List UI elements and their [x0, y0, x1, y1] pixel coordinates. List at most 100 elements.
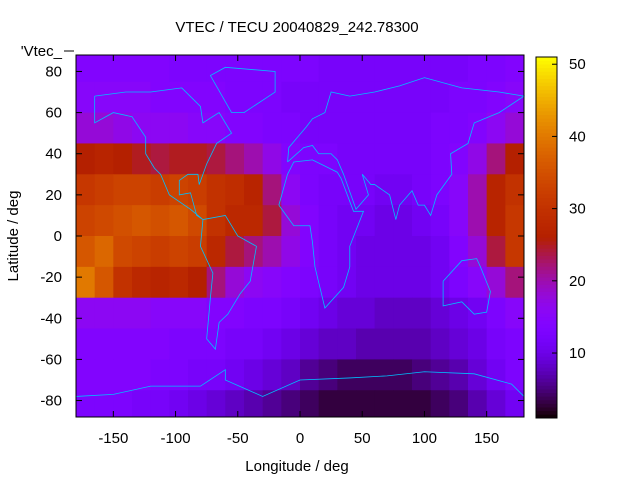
- heatmap-cell: [113, 297, 133, 330]
- x-tick-label: -50: [227, 430, 249, 447]
- heatmap-cell: [244, 143, 264, 175]
- heatmap-cell: [262, 55, 282, 83]
- heatmap-cell: [206, 205, 226, 237]
- heatmap-cell: [169, 297, 189, 330]
- colorbar-segment: [536, 280, 557, 285]
- heatmap-cell: [393, 112, 413, 144]
- heatmap-cell: [150, 266, 170, 299]
- heatmap-cell: [150, 55, 170, 83]
- heatmap-cell: [356, 297, 376, 330]
- colorbar-segment: [536, 219, 557, 224]
- colorbar-segment: [536, 284, 557, 289]
- heatmap-cell: [374, 174, 394, 206]
- heatmap-cell: [281, 328, 301, 360]
- heatmap-cell: [262, 390, 282, 418]
- heatmap-cell: [169, 112, 189, 144]
- colorbar-segment: [536, 302, 557, 307]
- heatmap-cell: [225, 297, 245, 330]
- heatmap-cell: [244, 390, 264, 418]
- heatmap-cell: [132, 236, 152, 268]
- heatmap-cell: [337, 205, 357, 237]
- heatmap-cell: [94, 205, 114, 237]
- heatmap-cell: [150, 236, 170, 268]
- heatmap-cell: [374, 266, 394, 299]
- heatmap-cell: [318, 205, 338, 237]
- heatmap-cell: [318, 81, 338, 114]
- heatmap-cell: [468, 143, 488, 175]
- heatmap-cell: [356, 81, 376, 114]
- colorbar-segment: [536, 248, 557, 253]
- heatmap-cell: [150, 205, 170, 237]
- heatmap-cell: [132, 81, 152, 114]
- heatmap-cell: [225, 236, 245, 268]
- heatmap-cell: [356, 55, 376, 83]
- heatmap-cell: [337, 328, 357, 360]
- heatmap-cell: [206, 236, 226, 268]
- heatmap-cell: [430, 236, 450, 268]
- colorbar-segment: [536, 334, 557, 339]
- heatmap-cell: [393, 266, 413, 299]
- colorbar-segment: [536, 258, 557, 264]
- heatmap-cell: [76, 112, 96, 144]
- heatmap-cell: [150, 328, 170, 360]
- colorbar-segment: [536, 237, 557, 242]
- heatmap-cell: [412, 390, 432, 418]
- colorbar-segment: [536, 168, 557, 173]
- heatmap-cell: [412, 143, 432, 175]
- heatmap-cell: [468, 236, 488, 268]
- heatmap-cell: [318, 143, 338, 175]
- heatmap-cell: [356, 174, 376, 206]
- chart-title: VTEC / TECU 20040829_242.78300: [175, 19, 418, 36]
- y-tick-label: 80: [45, 63, 62, 80]
- heatmap-cell: [206, 174, 226, 206]
- heatmap-cell: [76, 55, 96, 83]
- heatmap-cell: [76, 359, 96, 391]
- heatmap-cell: [318, 390, 338, 418]
- colorbar-segment: [536, 172, 557, 177]
- heatmap-cell: [113, 328, 133, 360]
- heatmap-cell: [374, 205, 394, 237]
- heatmap-cell: [393, 297, 413, 330]
- heatmap-cell: [486, 359, 506, 391]
- heatmap-cell: [337, 81, 357, 114]
- colorbar-segment: [536, 161, 557, 166]
- colorbar-segment: [536, 392, 557, 397]
- heatmap-cell: [169, 328, 189, 360]
- heatmap-cell: [76, 297, 96, 330]
- heatmap-cell: [412, 297, 432, 330]
- colorbar-segment: [536, 190, 557, 195]
- heatmap-cell: [337, 266, 357, 299]
- heatmap-cell: [225, 359, 245, 391]
- heatmap-cell: [225, 266, 245, 299]
- colorbar-segment: [536, 150, 557, 155]
- heatmap-cell: [505, 236, 525, 268]
- heatmap-cell: [244, 55, 264, 83]
- heatmap-cell: [132, 390, 152, 418]
- colorbar-segment: [536, 345, 557, 350]
- heatmap-cell: [486, 390, 506, 418]
- heatmap-cell: [318, 112, 338, 144]
- heatmap-cell: [337, 174, 357, 206]
- heatmap-cell: [505, 359, 525, 391]
- colorbar-segment: [536, 154, 557, 159]
- heatmap-cell: [374, 328, 394, 360]
- heatmap-cell: [132, 112, 152, 144]
- heatmap-cell: [76, 328, 96, 360]
- colorbar-segment: [536, 125, 557, 130]
- heatmap-cell: [113, 266, 133, 299]
- heatmap-cell: [262, 266, 282, 299]
- heatmap-cell: [449, 266, 469, 299]
- heatmap-cell: [206, 297, 226, 330]
- heatmap-cell: [188, 55, 208, 83]
- heatmap-cell: [281, 81, 301, 114]
- heatmap-cell: [169, 205, 189, 237]
- heatmap-cell: [225, 112, 245, 144]
- colorbar-segment: [536, 298, 557, 303]
- coastline-eurasia: [287, 77, 526, 220]
- heatmap-cell: [300, 297, 320, 330]
- coastline-north-america: [94, 87, 233, 220]
- heatmap-cell: [374, 359, 394, 391]
- y-tick-label: 60: [45, 105, 62, 122]
- heatmap-cell: [412, 266, 432, 299]
- y-tick-label: 40: [45, 146, 62, 163]
